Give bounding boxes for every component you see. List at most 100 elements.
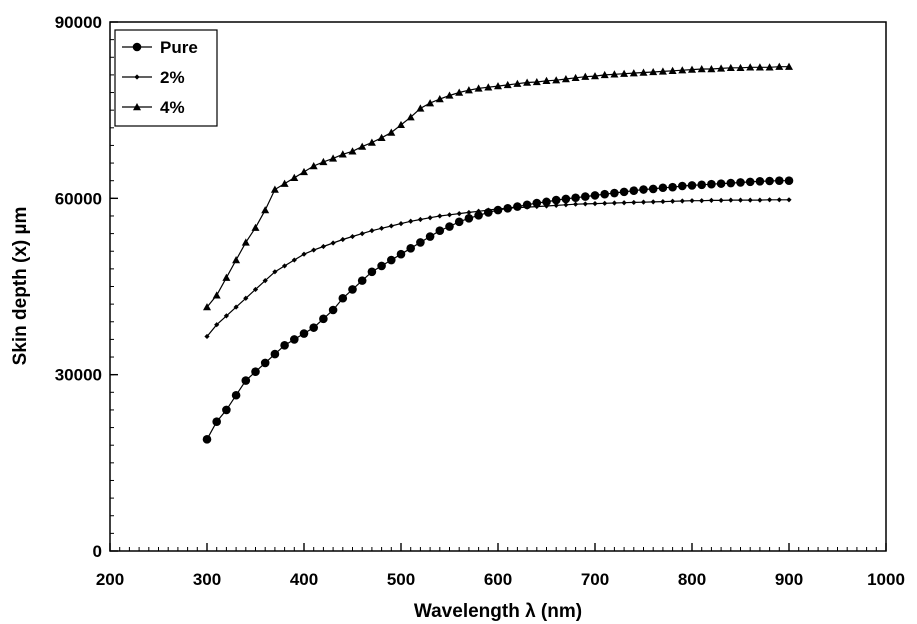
- x-tick-label: 700: [581, 570, 609, 589]
- data-point: [582, 201, 588, 207]
- data-point: [408, 218, 414, 224]
- data-point: [600, 189, 609, 199]
- y-tick-label: 30000: [55, 366, 102, 385]
- data-point: [765, 63, 774, 71]
- data-point: [563, 202, 569, 208]
- data-point: [717, 64, 726, 72]
- data-point: [784, 176, 794, 185]
- data-point: [379, 225, 385, 231]
- data-point: [397, 120, 405, 129]
- data-point: [387, 128, 396, 136]
- data-point: [406, 113, 415, 121]
- data-point: [396, 249, 406, 259]
- data-point: [523, 78, 532, 86]
- data-point: [640, 199, 647, 205]
- data-point: [707, 179, 716, 189]
- data-point: [494, 82, 502, 90]
- data-point: [204, 333, 210, 340]
- data-point: [552, 76, 561, 84]
- x-tick-label: 500: [387, 570, 415, 589]
- data-point: [679, 198, 685, 204]
- data-point: [561, 75, 570, 83]
- data-point: [301, 251, 307, 257]
- data-point: [233, 304, 239, 310]
- data-point: [726, 178, 736, 188]
- data-point: [650, 199, 656, 205]
- data-point: [223, 313, 229, 319]
- legend-item: 2%: [122, 68, 185, 87]
- data-point: [755, 176, 765, 186]
- data-point: [649, 67, 658, 76]
- data-point: [484, 83, 493, 91]
- data-point: [328, 305, 338, 315]
- data-point: [476, 208, 482, 214]
- data-point: [786, 197, 792, 203]
- x-tick-label: 1000: [867, 570, 905, 589]
- y-axis-ticks: 0 30000 60000 90000: [55, 13, 118, 561]
- data-point: [610, 70, 619, 78]
- data-point: [455, 88, 464, 96]
- data-point: [514, 205, 520, 211]
- data-point: [485, 207, 491, 213]
- data-point: [658, 183, 668, 193]
- data-point: [767, 197, 773, 203]
- y-tick-label: 0: [93, 542, 102, 561]
- data-point: [445, 222, 454, 231]
- data-point: [728, 197, 734, 203]
- data-point: [367, 138, 376, 146]
- data-point: [203, 303, 211, 311]
- data-point: [573, 201, 579, 207]
- data-point: [571, 73, 580, 82]
- data-point: [581, 192, 590, 201]
- legend: Pure 2% 4%: [114, 29, 218, 127]
- legend-marker: [134, 74, 140, 80]
- data-point: [338, 150, 347, 158]
- data-point: [561, 194, 571, 204]
- data-point: [270, 349, 280, 359]
- legend-item: 4%: [122, 98, 185, 117]
- series-3: [203, 62, 793, 311]
- data-point: [202, 435, 212, 444]
- data-point: [251, 223, 260, 231]
- data-point: [464, 214, 474, 223]
- data-point: [290, 335, 299, 344]
- data-point: [737, 197, 744, 203]
- y-tick-label: 60000: [55, 189, 102, 208]
- data-point: [435, 94, 444, 103]
- data-point: [231, 390, 241, 400]
- data-point: [542, 76, 551, 84]
- data-point: [427, 215, 433, 221]
- data-point: [241, 376, 251, 385]
- data-point: [668, 182, 677, 192]
- data-point: [629, 69, 638, 77]
- data-point: [260, 358, 270, 368]
- data-point: [745, 177, 755, 187]
- data-point: [495, 206, 501, 212]
- data-point: [311, 247, 317, 253]
- legend-label: 4%: [160, 98, 185, 117]
- data-point: [290, 173, 299, 181]
- data-point: [610, 188, 619, 198]
- data-point: [406, 243, 416, 253]
- data-point: [222, 273, 231, 281]
- data-point: [464, 86, 473, 94]
- data-point: [241, 238, 250, 246]
- data-point: [359, 231, 365, 237]
- data-point: [435, 226, 445, 235]
- data-point: [299, 329, 309, 338]
- data-point: [369, 228, 375, 234]
- data-point: [708, 197, 714, 203]
- data-point: [367, 267, 377, 277]
- data-point: [611, 200, 617, 206]
- data-point: [349, 233, 356, 240]
- x-tick-label: 900: [775, 570, 803, 589]
- data-point: [243, 295, 249, 301]
- x-tick-label: 400: [290, 570, 318, 589]
- data-point: [348, 285, 357, 294]
- data-point: [592, 201, 598, 207]
- data-point: [320, 243, 326, 250]
- data-point: [377, 261, 386, 271]
- data-point: [261, 206, 270, 214]
- data-point: [282, 263, 288, 269]
